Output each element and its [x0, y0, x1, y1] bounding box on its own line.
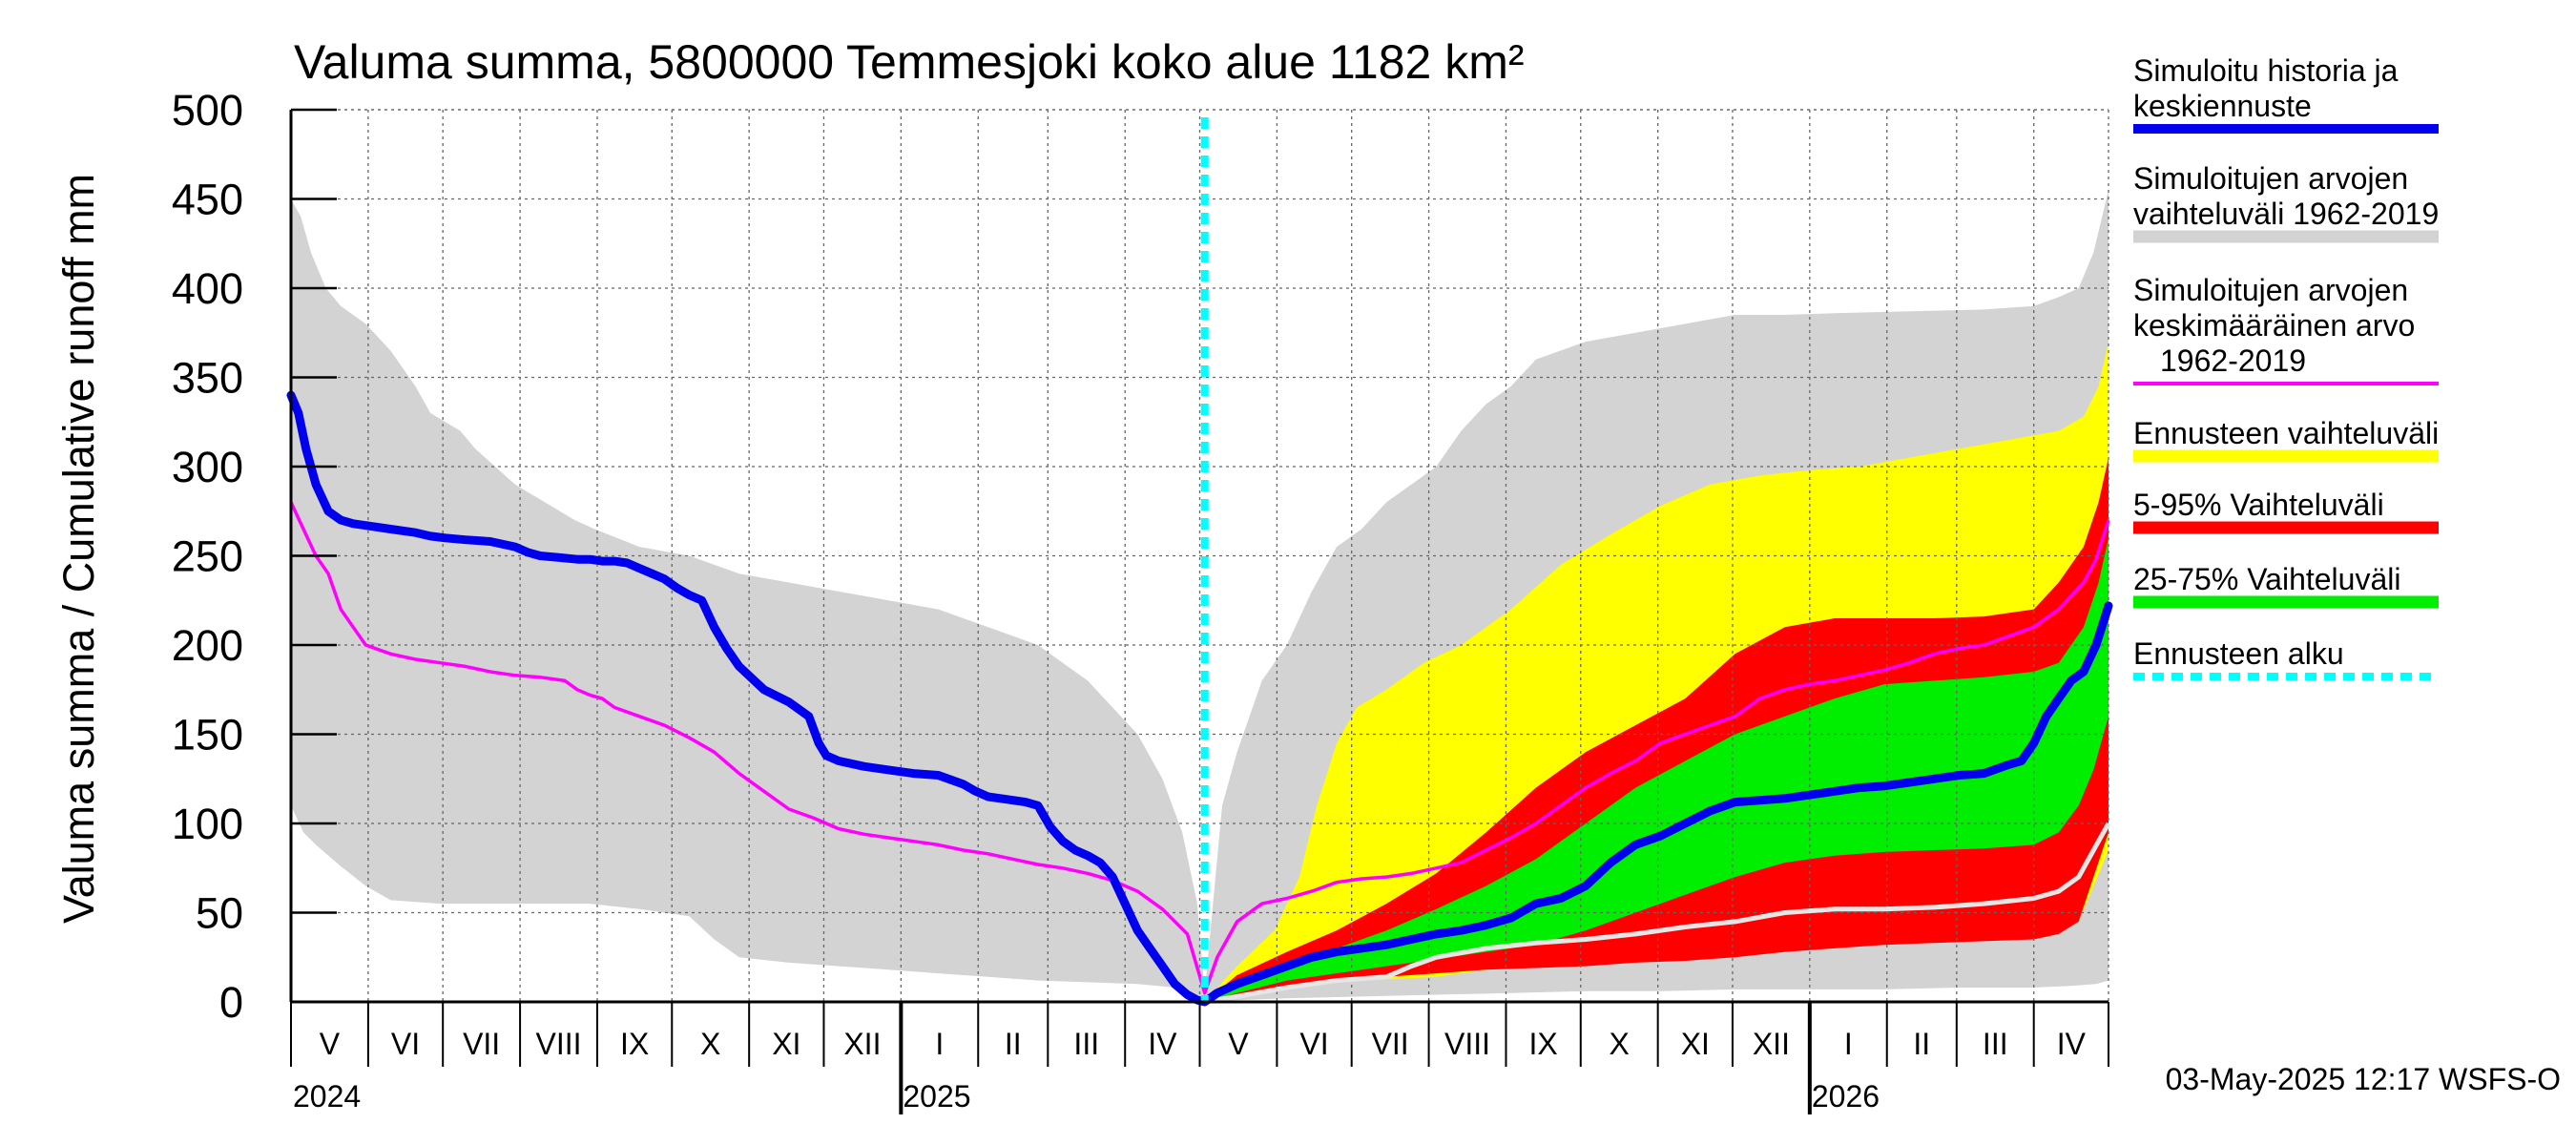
month-label: IX	[1529, 1027, 1558, 1061]
legend-item: 25-75% Vaihteluväli	[2133, 562, 2439, 609]
y-tick-label: 350	[172, 354, 243, 403]
year-label: 2024	[293, 1079, 361, 1114]
legend-label: 1962-2019	[2160, 344, 2306, 378]
legend-item: 5-95% Vaihteluväli	[2133, 488, 2439, 534]
year-label: 2025	[903, 1079, 970, 1114]
month-label: II	[1005, 1027, 1022, 1061]
history-forecast-line	[286, 390, 2113, 1007]
legend-label: Ennusteen alku	[2133, 636, 2344, 671]
band-25-75	[1204, 537, 2109, 1002]
month-label: VI	[1299, 1027, 1328, 1061]
history-range-band	[291, 198, 1205, 1002]
line-layer	[286, 117, 2113, 1007]
month-label: I	[1844, 1027, 1853, 1061]
y-tick-label: 100	[172, 800, 243, 848]
month-label: VIII	[536, 1027, 582, 1061]
y-tick-label: 400	[172, 264, 243, 313]
month-label: V	[320, 1027, 341, 1061]
legend-label: Ennusteen vaihteluväli	[2133, 416, 2439, 450]
y-tick-label: 300	[172, 443, 243, 491]
month-label: IV	[1148, 1027, 1177, 1061]
month-label: IV	[2057, 1027, 2087, 1061]
y-axis-label: Valuma summa / Cumulative runoff mm	[54, 174, 103, 924]
chart-title: Valuma summa, 5800000 Temmesjoki koko al…	[294, 35, 1525, 89]
month-label: XII	[1753, 1027, 1790, 1061]
month-label: VIII	[1444, 1027, 1490, 1061]
month-label: VII	[1372, 1027, 1409, 1061]
y-tick-label: 450	[172, 176, 243, 224]
timestamp-footer: 03-May-2025 12:17 WSFS-O	[2166, 1062, 2561, 1096]
month-label: XI	[1681, 1027, 1710, 1061]
legend-label: 25-75% Vaihteluväli	[2133, 562, 2400, 596]
month-label: III	[1073, 1027, 1099, 1061]
mean-line	[289, 501, 2110, 995]
legend-label: 5-95% Vaihteluväli	[2133, 488, 2384, 522]
y-tick-label: 500	[172, 86, 243, 135]
month-label: I	[935, 1027, 944, 1061]
legend-item: Ennusteen alku	[2133, 636, 2439, 680]
legend-label: Simuloitujen arvojen	[2133, 161, 2408, 196]
legend: Simuloitu historia jakeskiennusteSimuloi…	[2133, 53, 2439, 680]
month-label: X	[700, 1027, 720, 1061]
band-layer	[291, 190, 2109, 1003]
legend-item: Ennusteen vaihteluväli	[2133, 416, 2439, 463]
year-label: 2026	[1812, 1079, 1880, 1114]
simulated-low-line	[1204, 822, 2111, 1005]
band-5-95	[1204, 457, 2109, 1003]
y-tick-label: 250	[172, 532, 243, 581]
month-label: III	[1983, 1027, 2008, 1061]
legend-label: keskimääräinen arvo	[2133, 308, 2415, 343]
y-tick-label: 50	[196, 889, 243, 938]
y-tick-label: 150	[172, 711, 243, 760]
legend-label: Simuloitujen arvojen	[2133, 273, 2408, 307]
month-label: VII	[463, 1027, 500, 1061]
y-tick-label: 200	[172, 621, 243, 670]
month-label: II	[1913, 1027, 1930, 1061]
month-label: VI	[391, 1027, 420, 1061]
legend-label: Simuloitu historia ja	[2133, 53, 2399, 88]
legend-label: keskiennuste	[2133, 89, 2312, 123]
month-label: IX	[620, 1027, 649, 1061]
month-label: XII	[843, 1027, 881, 1061]
month-label: XI	[772, 1027, 800, 1061]
month-label: V	[1228, 1027, 1249, 1061]
legend-label: vaihteluväli 1962-2019	[2133, 197, 2439, 231]
y-tick-label: 0	[219, 978, 243, 1027]
month-label: X	[1610, 1027, 1630, 1061]
